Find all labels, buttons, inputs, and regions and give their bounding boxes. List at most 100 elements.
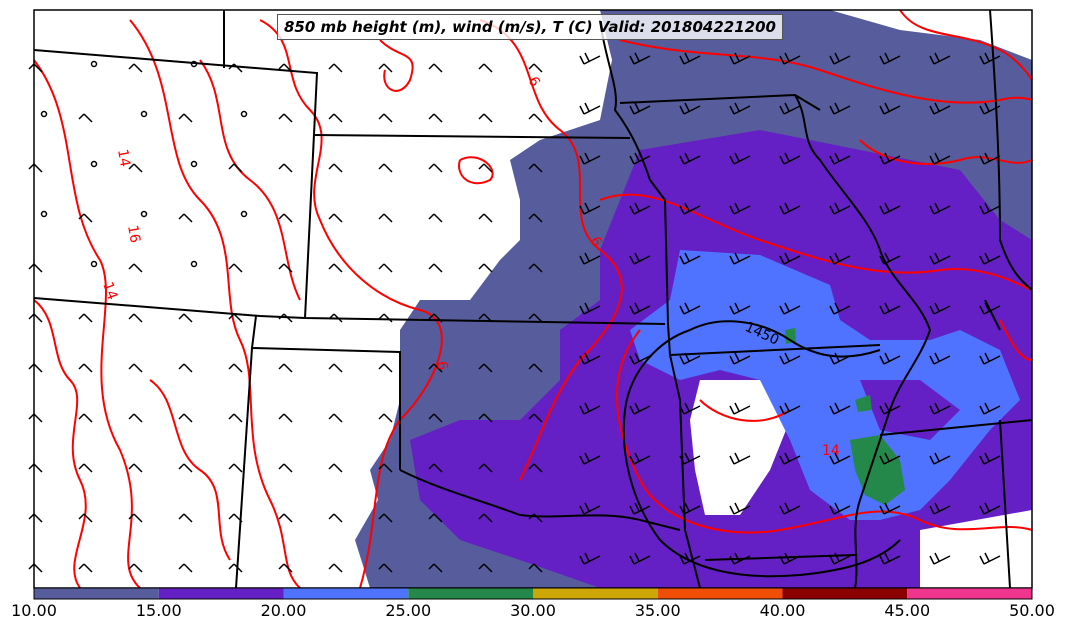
wind-barb bbox=[328, 163, 343, 173]
wind-barb bbox=[128, 263, 143, 273]
wind-barb bbox=[78, 363, 93, 373]
wind-barb bbox=[528, 263, 543, 273]
wind-barb bbox=[228, 413, 243, 423]
wind-barb bbox=[28, 163, 43, 173]
state-line bbox=[235, 347, 253, 589]
wind-barb bbox=[478, 113, 493, 123]
wind-barb bbox=[278, 513, 293, 523]
wind-barb bbox=[278, 563, 293, 573]
calm-wind-marker bbox=[40, 210, 48, 218]
temp-contour-label: 14 bbox=[99, 280, 120, 302]
wind-barb bbox=[979, 402, 1001, 415]
wind-barb bbox=[829, 352, 851, 365]
wind-barb bbox=[979, 452, 1001, 465]
height-contour bbox=[689, 320, 881, 358]
wind-barb bbox=[328, 413, 343, 423]
wind-barb bbox=[629, 202, 651, 215]
wind-barb bbox=[679, 552, 701, 565]
wind-barb bbox=[528, 163, 543, 173]
temp-contour-label: 6 bbox=[433, 360, 450, 372]
wind-barb bbox=[328, 263, 343, 273]
wind-barb bbox=[328, 213, 343, 223]
state-line bbox=[794, 94, 932, 589]
wind-barb bbox=[729, 402, 751, 415]
wind-barb bbox=[779, 552, 801, 565]
wind-barb bbox=[629, 502, 651, 515]
wind-barb bbox=[478, 463, 493, 473]
wind-barb bbox=[979, 352, 1001, 365]
calm-wind-marker bbox=[140, 110, 148, 118]
wind-barb bbox=[28, 313, 43, 323]
calm-wind-marker bbox=[90, 260, 98, 268]
wind-barb bbox=[278, 163, 293, 173]
wind-barb bbox=[78, 213, 93, 223]
temperature-contours bbox=[33, 9, 1033, 589]
state-line bbox=[312, 134, 631, 139]
calm-wind-marker bbox=[140, 210, 148, 218]
wind-barb bbox=[679, 352, 701, 365]
wind-barb bbox=[128, 413, 143, 423]
wind-barb bbox=[378, 413, 393, 423]
wind-barb bbox=[78, 463, 93, 473]
wind-barb bbox=[478, 163, 493, 173]
wind-barb bbox=[979, 52, 1001, 65]
wind-barb bbox=[128, 463, 143, 473]
wind-barb bbox=[729, 52, 751, 65]
wind-barb bbox=[78, 563, 93, 573]
temp-contour bbox=[599, 193, 1033, 291]
wind-barb bbox=[478, 213, 493, 223]
wind-barb bbox=[729, 202, 751, 215]
colorbar-segment bbox=[907, 588, 1032, 599]
wind-barb bbox=[278, 313, 293, 323]
wind-barb bbox=[779, 52, 801, 65]
state-line bbox=[999, 419, 1011, 589]
wind-barb bbox=[28, 263, 43, 273]
wind-barb bbox=[178, 213, 193, 223]
wind-barb bbox=[579, 302, 601, 315]
wind-barb bbox=[929, 552, 951, 565]
wind-barb bbox=[579, 552, 601, 565]
shade-gap bbox=[830, 10, 1032, 60]
wind-barb bbox=[629, 402, 651, 415]
wind-barb bbox=[128, 513, 143, 523]
temp-contour-label: 16 bbox=[124, 224, 143, 244]
wind-barb bbox=[428, 363, 443, 373]
wind-barb bbox=[378, 463, 393, 473]
wind-barb bbox=[679, 252, 701, 265]
wind-barb bbox=[829, 152, 851, 165]
wind-barb bbox=[579, 402, 601, 415]
wind-barb bbox=[729, 352, 751, 365]
wind-barb bbox=[528, 563, 543, 573]
wind-barb bbox=[829, 252, 851, 265]
state-line bbox=[250, 315, 401, 470]
wind-barb bbox=[579, 152, 601, 165]
wind-barb bbox=[829, 302, 851, 315]
wind-barb bbox=[729, 302, 751, 315]
wind-barb bbox=[929, 452, 951, 465]
wind-barb bbox=[829, 402, 851, 415]
wind-barb bbox=[78, 313, 93, 323]
wind-barb bbox=[629, 252, 651, 265]
temp-contour bbox=[379, 39, 414, 92]
wind-barb bbox=[428, 313, 443, 323]
temp-contour bbox=[619, 39, 1033, 104]
wind-barb bbox=[729, 252, 751, 265]
wind-barb bbox=[979, 502, 1001, 515]
wind-barb bbox=[378, 363, 393, 373]
calm-wind-marker bbox=[190, 160, 198, 168]
wind-barb bbox=[579, 352, 601, 365]
wind-barb bbox=[478, 363, 493, 373]
wind-barb bbox=[879, 252, 901, 265]
wind-barb bbox=[829, 102, 851, 115]
temp-contour bbox=[33, 59, 141, 589]
wind-barb bbox=[579, 102, 601, 115]
wind-barb bbox=[28, 413, 43, 423]
temp-contour bbox=[859, 139, 1033, 165]
wind-barb bbox=[528, 313, 543, 323]
wind-barb bbox=[929, 52, 951, 65]
wind-barb bbox=[178, 313, 193, 323]
wind-barb bbox=[779, 102, 801, 115]
wind-barb bbox=[779, 302, 801, 315]
wind-barb bbox=[829, 452, 851, 465]
